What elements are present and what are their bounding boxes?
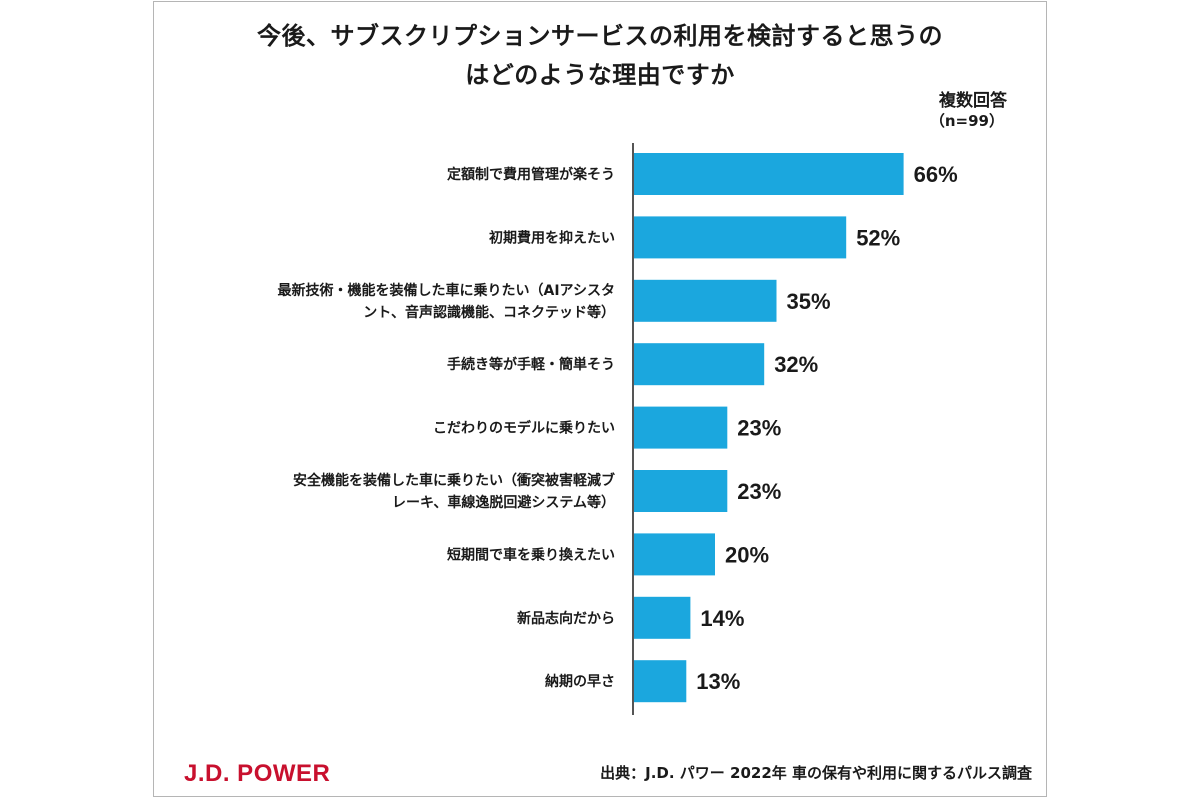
category-label: 短期間で車を乗り換えたい <box>447 546 615 563</box>
chart-title-line-2: はどのような理由ですか <box>465 61 735 89</box>
bar-value-label: 20% <box>725 542 769 567</box>
category-label: 初期費用を抑えたい <box>489 229 615 246</box>
bar <box>633 343 765 386</box>
bar <box>633 660 687 703</box>
category-label: 新品志向だから <box>517 610 615 627</box>
category-label: 手続き等が手軽・簡単そう <box>447 356 615 373</box>
bar-value-label: 66% <box>914 162 958 187</box>
multiple-answer-note: 複数回答 <box>939 91 1007 111</box>
bar-value-label: 32% <box>774 352 818 377</box>
category-label: こだわりのモデルに乗りたい <box>433 420 615 437</box>
bar <box>633 596 691 639</box>
bar <box>633 533 715 576</box>
jd-power-logo: J.D. POWER <box>184 760 331 787</box>
bar <box>633 216 847 259</box>
category-label: レーキ、車線逸脱回避システム等） <box>392 494 615 511</box>
category-label: 定額制で費用管理が楽そう <box>447 166 615 183</box>
bar <box>633 279 777 322</box>
category-label: 最新技術・機能を装備した車に乗りたい（AIアシスタ <box>278 282 615 299</box>
bar <box>633 406 728 449</box>
chart-title-line-1: 今後、サブスクリプションサービスの利用を検討すると思うの <box>257 22 943 50</box>
source-note: 出典：J.D. パワー 2022年 車の保有や利用に関するパルス調査 <box>600 764 1032 782</box>
sample-size-note: （n=99） <box>929 112 1004 130</box>
bar-value-label: 13% <box>696 669 740 694</box>
bar-value-label: 23% <box>737 479 781 504</box>
category-label: 納期の早さ <box>545 673 615 690</box>
bar-value-label: 52% <box>856 225 900 250</box>
chart-frame <box>153 1 1047 797</box>
bar <box>633 470 728 512</box>
category-label: 安全機能を装備した車に乗りたい（衝突被害軽減ブ <box>293 472 615 489</box>
category-label: ント、音声認識機能、コネクテッド等） <box>363 304 615 321</box>
bar-value-label: 35% <box>787 289 831 314</box>
bar-value-label: 23% <box>737 416 781 441</box>
bar-value-label: 14% <box>700 606 744 631</box>
bar <box>633 153 904 195</box>
